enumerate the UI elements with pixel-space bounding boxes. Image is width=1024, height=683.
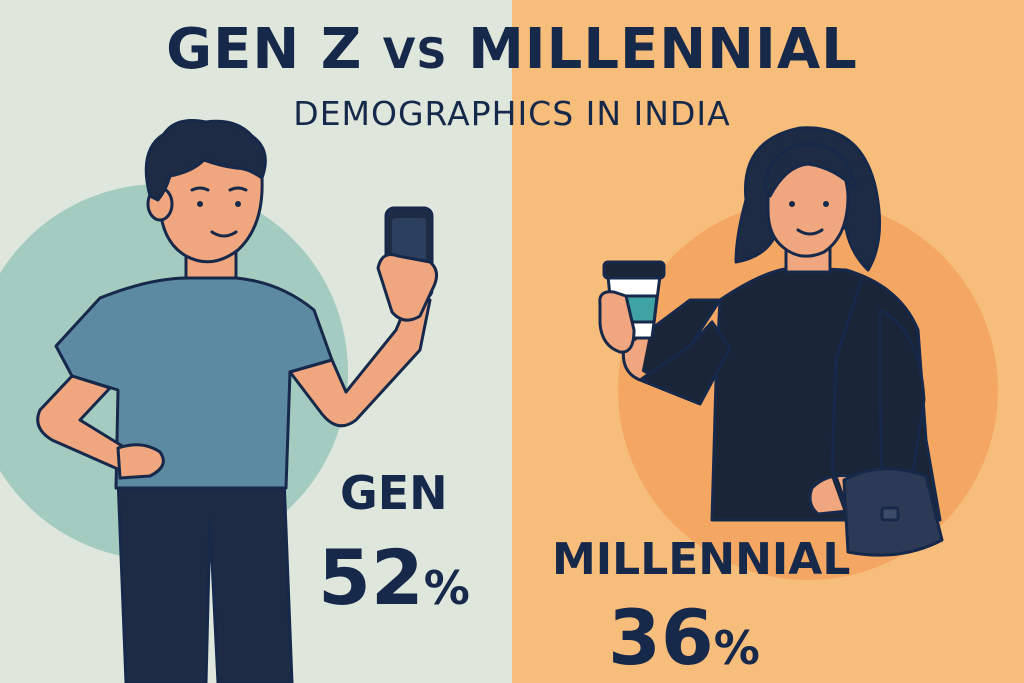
title-vs: VS (382, 29, 448, 78)
millennial-percent-sign: % (713, 621, 760, 675)
gen-z-hair (144, 119, 267, 202)
millennial-label: MILLENNIAL (552, 534, 851, 585)
page-title: GEN Z VS MILLENNIAL (0, 22, 1024, 78)
gen-z-percentage-number: 52 (318, 533, 424, 622)
title-gen-z: GEN Z (166, 17, 363, 82)
millennial-percentage: 36% (608, 600, 760, 676)
millennial-percentage-number: 36 (608, 593, 714, 682)
gen-z-percentage: 52% (318, 540, 470, 616)
gen-z-percent-sign: % (423, 561, 470, 615)
t-shirt (54, 276, 334, 490)
title-millennial: MILLENNIAL (468, 17, 858, 82)
page-subtitle: DEMOGRAPHICS IN INDIA (293, 94, 731, 133)
pants (116, 476, 294, 683)
gen-z-label: GEN (340, 466, 448, 520)
millennial-person-illustration (598, 126, 944, 557)
gen-z-person-illustration (36, 119, 438, 683)
